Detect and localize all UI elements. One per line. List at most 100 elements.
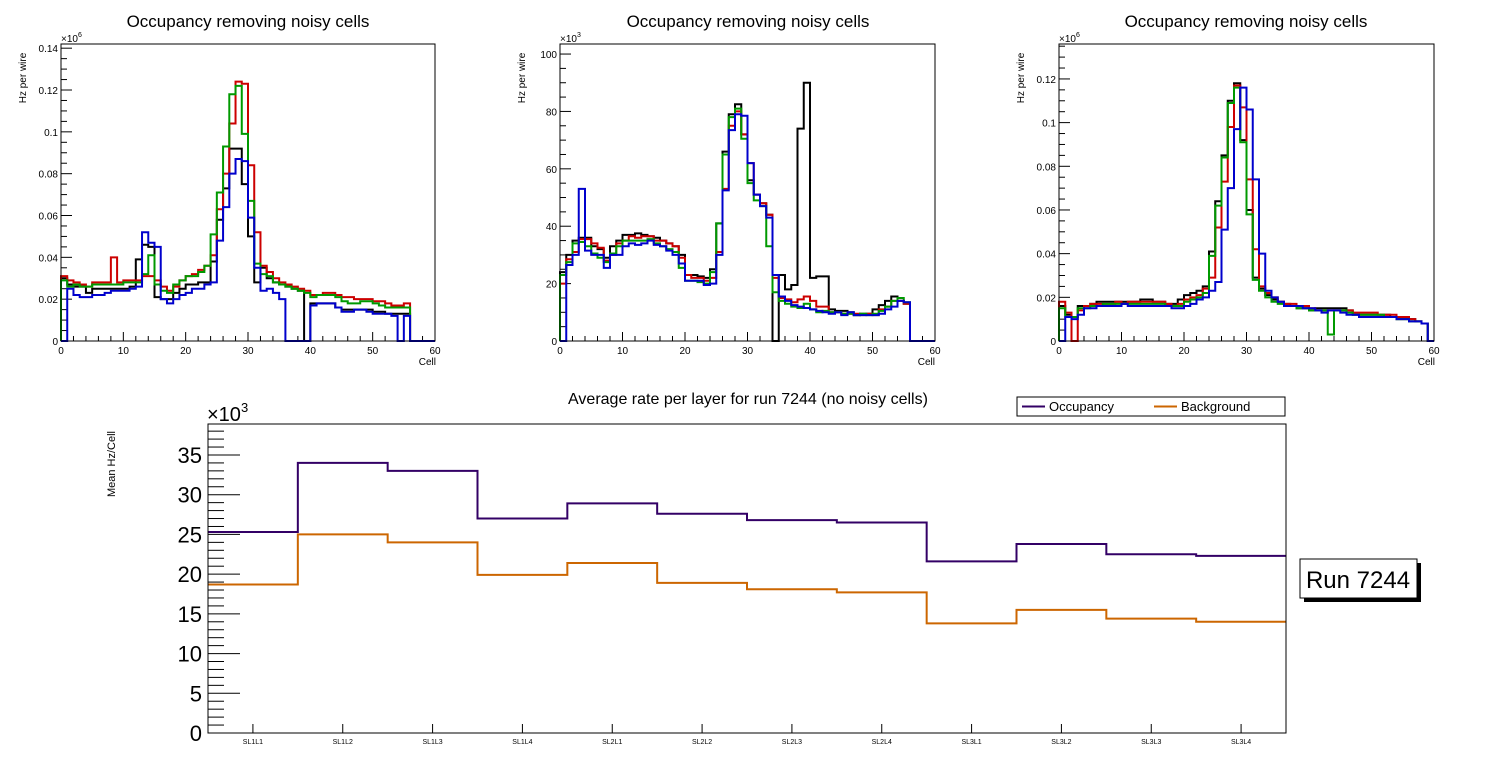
y-exponent-base: ×10	[207, 404, 241, 426]
series-background	[208, 533, 1286, 625]
y-tick-label: 35	[178, 443, 202, 468]
x-tick-label: 0	[58, 346, 64, 357]
y-tick-label: 0.02	[1037, 293, 1057, 304]
y-axis-label: Hz per wire	[18, 52, 29, 103]
y-tick-label: 0.08	[1037, 162, 1057, 173]
y-tick-label: 80	[546, 107, 558, 118]
x-tick-label: SL3L4	[1231, 739, 1251, 746]
panel-title: Occupancy removing noisy cells	[627, 12, 870, 31]
run-label-frame	[1299, 558, 1418, 599]
x-tick-label: 10	[617, 346, 629, 357]
y-tick-label: 0.1	[1042, 119, 1056, 130]
y-exponent-base: ×10	[560, 34, 577, 45]
x-tick-label: 0	[557, 346, 563, 357]
y-exponent-base: ×10	[1059, 34, 1076, 45]
y-exponent-label: ×103	[560, 32, 581, 45]
y-exponent-label: ×106	[1059, 32, 1080, 45]
y-exponent-power: 3	[577, 32, 581, 39]
y-exponent-base: ×10	[61, 34, 78, 45]
axis-ticks: 0 10 20 30 40 50 60 0 0.02 0.04 0.06 0.08 0.1 0.12	[1037, 45, 1440, 357]
x-tick-label: SL1L1	[243, 739, 263, 746]
x-tick-label: SL3L2	[1051, 739, 1071, 746]
x-tick-label: SL1L4	[512, 739, 532, 746]
y-axis-label: Mean Hz/Cell	[106, 431, 118, 497]
y-axis-label: Hz per wire	[517, 52, 528, 103]
y-tick-label: 0	[52, 337, 58, 348]
series-red	[60, 80, 435, 342]
x-tick-label: SL2L3	[782, 739, 802, 746]
y-tick-label: 0.08	[39, 170, 59, 181]
y-exponent-label: ×103	[207, 400, 248, 426]
plot-frame	[207, 423, 1287, 734]
x-tick-label: 40	[804, 346, 816, 357]
panel-title: Occupancy removing noisy cells	[127, 12, 370, 31]
x-tick-label: 50	[867, 346, 879, 357]
x-tick-label: 60	[1428, 346, 1440, 357]
legend: Occupancy Background	[1016, 396, 1286, 417]
y-tick-label: 60	[546, 165, 558, 176]
plot-frame	[1058, 43, 1435, 342]
axis-ticks: 0 10 20 30 40 50 60 0 0.02 0.04 0.06 0.08 0.1 0.12 0.1…	[39, 44, 441, 357]
x-tick-label: 30	[242, 346, 254, 357]
y-tick-label: 40	[546, 222, 558, 233]
histogram-panel-2: Occupancy removing noisy cells Hz per wi…	[517, 12, 941, 368]
x-tick-label: 40	[1303, 346, 1315, 357]
y-exponent-power: 3	[241, 400, 248, 415]
series-group	[559, 81, 935, 342]
layer-rate-panel: Average rate per layer for run 7244 (no …	[106, 391, 1421, 746]
y-tick-label: 100	[540, 50, 557, 61]
y-tick-label: 0.06	[1037, 206, 1057, 217]
x-tick-label: 60	[929, 346, 941, 357]
axis-ticks: 0 10 20 30 40 50 60 0 20 40 60 80 100	[540, 50, 941, 357]
legend-label-occupancy: Occupancy	[1049, 399, 1115, 414]
x-axis-label: Cell	[419, 357, 436, 368]
series-green	[60, 84, 435, 342]
x-tick-label: 20	[679, 346, 691, 357]
y-tick-label: 0.1	[44, 128, 58, 139]
x-tick-label: SL3L1	[961, 739, 981, 746]
histogram-panel-3: Occupancy removing noisy cells Hz per wi…	[1016, 12, 1440, 368]
y-tick-label: 0.12	[39, 86, 59, 97]
y-tick-label: 0.14	[39, 44, 59, 55]
x-axis-label: Cell	[918, 357, 935, 368]
y-tick-label: 15	[178, 602, 202, 627]
x-axis-label: Cell	[1418, 357, 1435, 368]
y-tick-label: 0.04	[1037, 250, 1057, 261]
y-tick-label: 0.04	[39, 253, 59, 264]
series-group	[60, 80, 435, 342]
legend-label-background: Background	[1181, 399, 1250, 414]
legend-box	[1016, 396, 1286, 417]
series-blue	[560, 113, 935, 342]
histogram-panel-1: Occupancy removing noisy cells Hz per wi…	[18, 12, 441, 368]
series-blue	[61, 158, 435, 342]
y-tick-label: 30	[178, 483, 202, 508]
axis-ticks: SL1L1 SL1L2 SL1L3 SL1L4 SL2L1 SL2L2 SL2L3 SL2L4…	[178, 430, 1251, 746]
x-tick-label: SL2L4	[872, 739, 892, 746]
x-tick-label: 10	[118, 346, 130, 357]
series-blue	[1059, 86, 1434, 342]
x-tick-label: SL2L2	[692, 739, 712, 746]
y-tick-label: 25	[178, 522, 202, 547]
y-tick-label: 20	[178, 562, 202, 587]
y-tick-label: 0.12	[1037, 75, 1057, 86]
x-tick-label: 50	[367, 346, 379, 357]
series-red	[1058, 84, 1434, 342]
y-tick-label: 0	[551, 337, 557, 348]
x-tick-label: 50	[1366, 346, 1378, 357]
plot-frame	[559, 43, 936, 342]
x-tick-label: 10	[1116, 346, 1128, 357]
y-axis-label: Hz per wire	[1016, 52, 1027, 103]
x-tick-label: 60	[429, 346, 441, 357]
x-tick-label: 20	[180, 346, 192, 357]
y-tick-label: 0.06	[39, 212, 59, 223]
panel-title: Average rate per layer for run 7244 (no …	[568, 391, 928, 408]
y-exponent-power: 6	[1076, 32, 1080, 39]
series-occupancy	[208, 461, 1286, 563]
x-tick-label: 40	[305, 346, 317, 357]
y-tick-label: 10	[178, 642, 202, 667]
x-tick-label: 30	[1241, 346, 1253, 357]
panel-title: Occupancy removing noisy cells	[1125, 12, 1368, 31]
plot-frame	[60, 43, 436, 342]
run-label-text: Run 7244	[1306, 567, 1410, 594]
run-label-box: Run 7244	[1299, 558, 1421, 602]
